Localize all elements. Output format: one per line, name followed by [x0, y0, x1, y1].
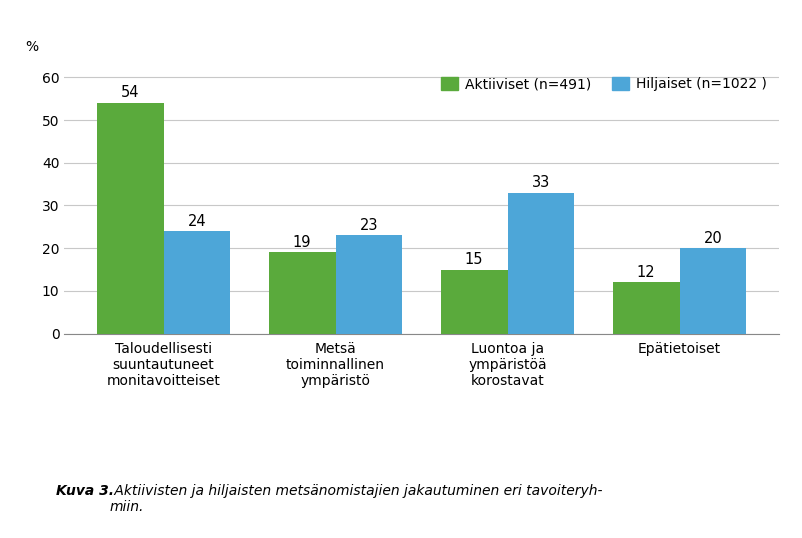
Text: 24: 24 — [188, 214, 206, 229]
Text: Kuva 3.: Kuva 3. — [56, 484, 114, 498]
Text: 12: 12 — [636, 265, 654, 280]
Bar — [440, 270, 507, 334]
Legend: Aktiiviset (n=491), Hiljaiset (n=1022 ): Aktiiviset (n=491), Hiljaiset (n=1022 ) — [435, 72, 771, 97]
Text: Aktiivisten ja hiljaisten metsänomistajien jakautuminen eri tavoiteryh-
miin.: Aktiivisten ja hiljaisten metsänomistaji… — [110, 484, 602, 514]
Text: 19: 19 — [293, 235, 311, 250]
Y-axis label: %: % — [26, 40, 38, 54]
Bar — [678, 248, 746, 334]
Text: 33: 33 — [531, 175, 549, 190]
Bar — [335, 235, 402, 334]
Bar — [269, 252, 335, 334]
Text: 54: 54 — [121, 86, 140, 101]
Text: 23: 23 — [359, 218, 378, 233]
Text: 15: 15 — [464, 252, 483, 267]
Bar — [164, 231, 230, 334]
Text: 20: 20 — [703, 231, 722, 246]
Bar — [612, 282, 678, 334]
Bar — [96, 103, 164, 334]
Bar — [507, 193, 573, 334]
